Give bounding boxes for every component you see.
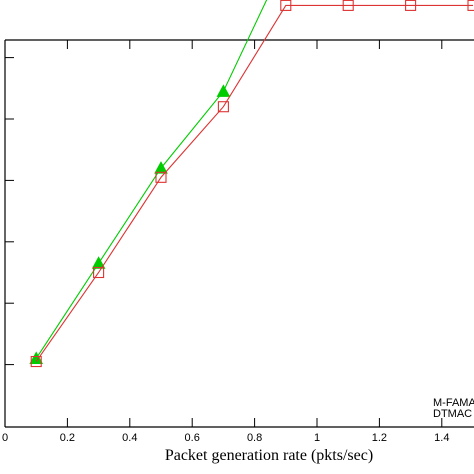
data-point-triangle [216,84,231,97]
data-point-square [30,355,42,368]
series-dtmac [30,0,474,368]
x-tick-label: 0.4 [122,432,137,444]
series-layer [29,0,474,368]
data-point-triangle [91,256,106,269]
data-point-triangle [154,161,168,174]
series-m-fama [29,0,268,364]
x-tick-label: 0 [2,432,8,444]
x-tick-label: 0.8 [247,432,262,444]
series-line [35,0,268,359]
legend-label-dtmac: DTMAC [433,408,472,420]
data-point-triangle [29,351,44,364]
x-axis-label: Packet generation rate (pkts/sec) [165,447,373,464]
x-axis-ticks: 0 0.2 0.4 0.6 0.8 1 1.2 1.4 [2,40,449,444]
x-tick-label: 0.2 [60,432,75,444]
data-point-square [467,0,474,11]
x-tick-label: 0.6 [185,432,200,444]
y-axis-ticks [5,57,14,366]
data-point-square [405,0,417,11]
x-tick-label: 1 [314,432,320,444]
series-line [35,4,473,362]
x-tick-label: 1.2 [372,432,387,444]
data-point-square [93,266,105,279]
legend-label-m-fama: M-FAMA [433,397,474,409]
data-point-square [280,0,292,11]
plot-frame [4,39,474,428]
data-point-square [342,0,354,11]
x-tick-label: 1.4 [434,432,449,444]
data-point-square [217,101,229,113]
data-point-square [155,171,167,183]
